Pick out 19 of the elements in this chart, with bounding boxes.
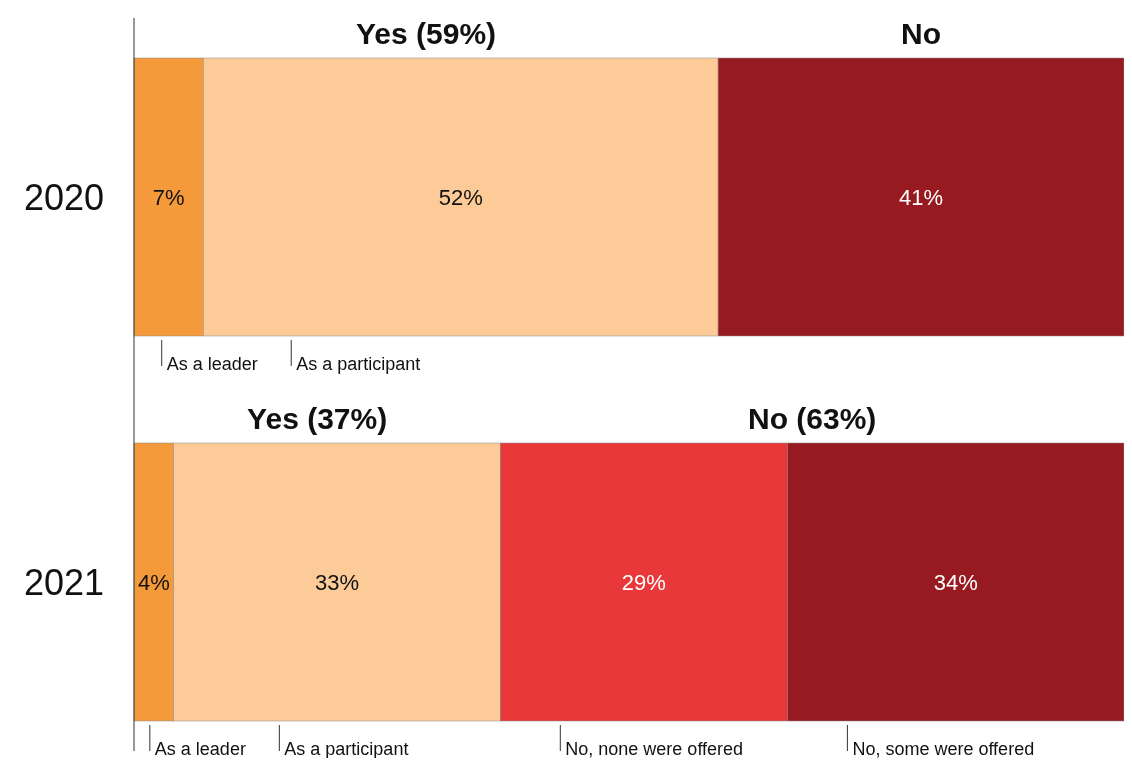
data-label: 33% — [314, 569, 359, 595]
series-label: No, some were offered — [852, 739, 1035, 759]
data-label: 52% — [438, 184, 483, 210]
annotation: No (63%) — [747, 402, 877, 435]
y-tick-label: 2020 — [23, 176, 104, 218]
annotation: Yes (59%) — [356, 17, 497, 50]
data-label: 34% — [933, 569, 978, 595]
text: As a leader — [154, 739, 246, 759]
data-label: 7% — [152, 184, 185, 210]
data-label: 4% — [137, 569, 170, 595]
annotation: Yes (37%) — [247, 402, 388, 435]
text: As a participant — [284, 739, 409, 759]
data-label: 29% — [621, 569, 666, 595]
series-label: No, none were offered — [565, 739, 744, 759]
y-tick-label: 2021 — [23, 561, 104, 603]
series-label: As a participant — [296, 354, 421, 374]
data-label: 41% — [899, 184, 944, 210]
annotation: No — [901, 17, 942, 50]
series-label: As a leader — [166, 354, 258, 374]
